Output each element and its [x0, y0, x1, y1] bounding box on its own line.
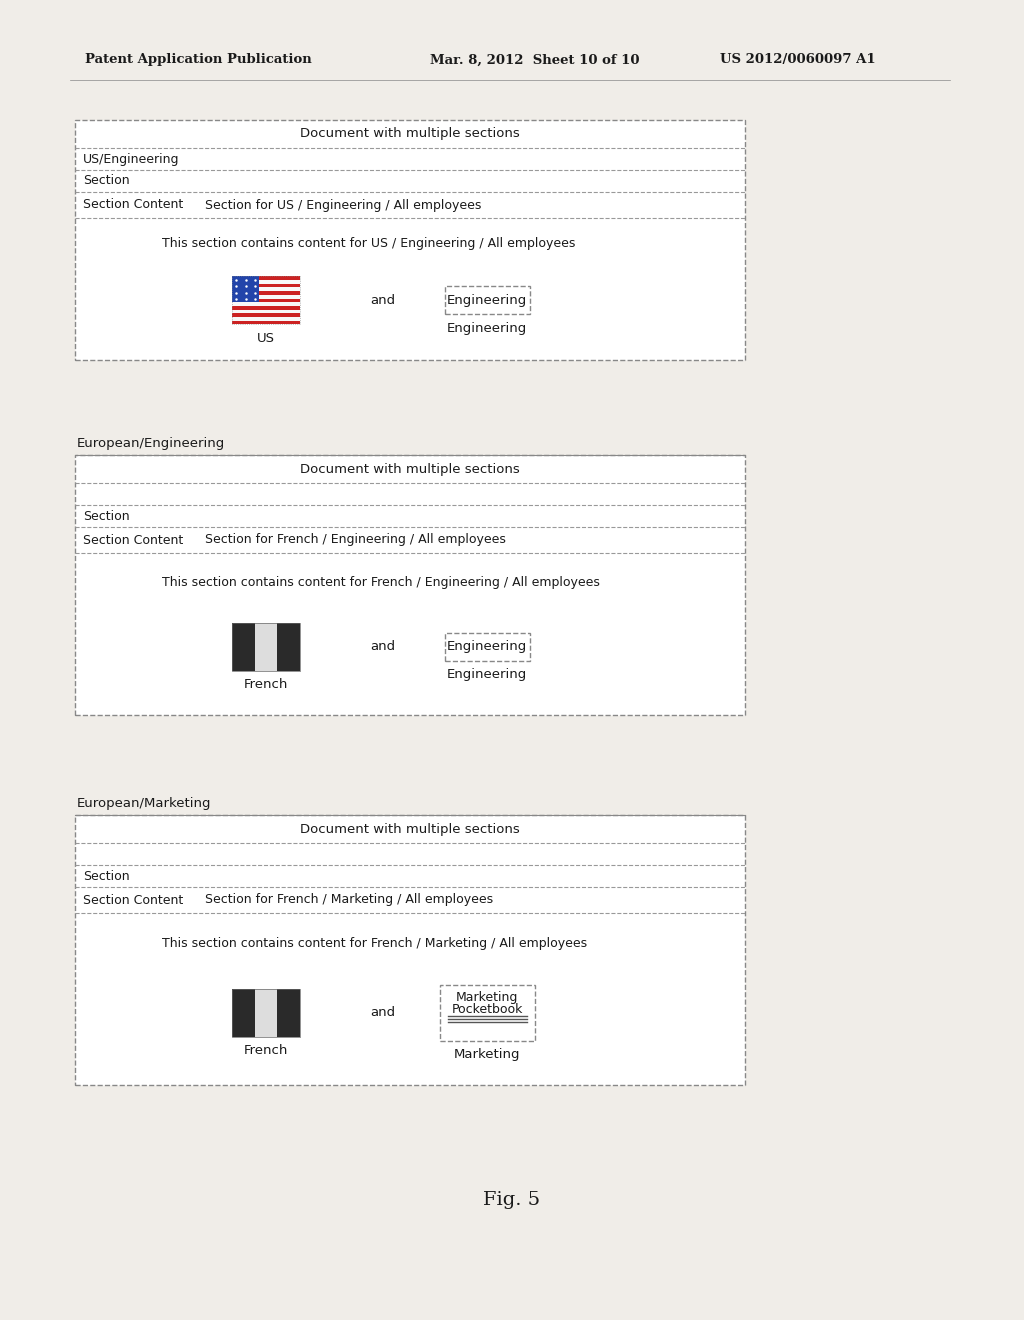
- Bar: [232, 623, 255, 671]
- Bar: [232, 280, 300, 284]
- Text: Section Content: Section Content: [83, 894, 183, 907]
- Bar: [255, 989, 278, 1036]
- Text: Engineering: Engineering: [446, 640, 527, 653]
- Bar: [232, 313, 300, 317]
- Text: Document with multiple sections: Document with multiple sections: [300, 128, 520, 140]
- Bar: [232, 306, 300, 310]
- Bar: [232, 302, 300, 306]
- Text: Engineering: Engineering: [446, 294, 527, 306]
- Bar: [232, 276, 259, 302]
- Text: Section: Section: [83, 510, 130, 523]
- Text: and: and: [371, 640, 395, 653]
- Text: Engineering: Engineering: [446, 668, 527, 681]
- Text: and: and: [371, 1006, 395, 1019]
- Text: European/Marketing: European/Marketing: [77, 797, 212, 810]
- Bar: [232, 298, 300, 302]
- Bar: [232, 623, 300, 671]
- Text: Section: Section: [83, 870, 130, 883]
- Bar: [444, 286, 529, 314]
- Text: US/Engineering: US/Engineering: [83, 153, 179, 165]
- Bar: [232, 989, 255, 1036]
- Bar: [444, 634, 529, 661]
- Text: This section contains content for French / Engineering / All employees: This section contains content for French…: [162, 576, 600, 589]
- Text: and: and: [371, 294, 395, 306]
- Bar: [232, 317, 300, 321]
- Text: Marketing: Marketing: [456, 990, 518, 1003]
- Bar: [232, 294, 300, 298]
- Text: European/Engineering: European/Engineering: [77, 437, 225, 450]
- Text: Section for French / Engineering / All employees: Section for French / Engineering / All e…: [205, 533, 506, 546]
- Text: Section Content: Section Content: [83, 533, 183, 546]
- Text: Document with multiple sections: Document with multiple sections: [300, 822, 520, 836]
- Bar: [278, 989, 300, 1036]
- Bar: [232, 284, 300, 288]
- Text: French: French: [244, 1044, 288, 1057]
- Text: Pocketbook: Pocketbook: [452, 1003, 522, 1016]
- Bar: [439, 985, 535, 1040]
- Text: Section: Section: [83, 174, 130, 187]
- Text: US 2012/0060097 A1: US 2012/0060097 A1: [720, 54, 876, 66]
- Bar: [278, 623, 300, 671]
- Bar: [255, 623, 278, 671]
- Text: This section contains content for French / Marketing / All employees: This section contains content for French…: [162, 937, 587, 950]
- Bar: [232, 321, 300, 325]
- Text: US: US: [257, 331, 275, 345]
- Bar: [232, 310, 300, 313]
- Bar: [75, 455, 745, 715]
- Text: Document with multiple sections: Document with multiple sections: [300, 462, 520, 475]
- Text: Section for US / Engineering / All employees: Section for US / Engineering / All emplo…: [205, 198, 481, 211]
- Text: Mar. 8, 2012  Sheet 10 of 10: Mar. 8, 2012 Sheet 10 of 10: [430, 54, 640, 66]
- Text: Section for French / Marketing / All employees: Section for French / Marketing / All emp…: [205, 894, 494, 907]
- Text: Marketing: Marketing: [454, 1048, 520, 1061]
- Bar: [232, 276, 300, 325]
- Text: Section Content: Section Content: [83, 198, 183, 211]
- Text: Engineering: Engineering: [446, 322, 527, 335]
- Bar: [232, 989, 300, 1036]
- Bar: [232, 292, 300, 294]
- Text: Fig. 5: Fig. 5: [483, 1191, 541, 1209]
- Bar: [75, 120, 745, 360]
- Text: Patent Application Publication: Patent Application Publication: [85, 54, 311, 66]
- Text: This section contains content for US / Engineering / All employees: This section contains content for US / E…: [162, 238, 575, 249]
- Text: French: French: [244, 678, 288, 692]
- Bar: [232, 276, 300, 280]
- Bar: [75, 814, 745, 1085]
- Bar: [232, 288, 300, 292]
